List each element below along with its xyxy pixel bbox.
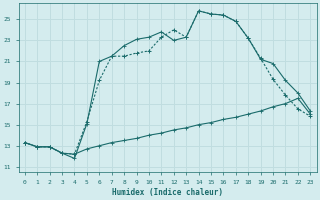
X-axis label: Humidex (Indice chaleur): Humidex (Indice chaleur) xyxy=(112,188,223,197)
